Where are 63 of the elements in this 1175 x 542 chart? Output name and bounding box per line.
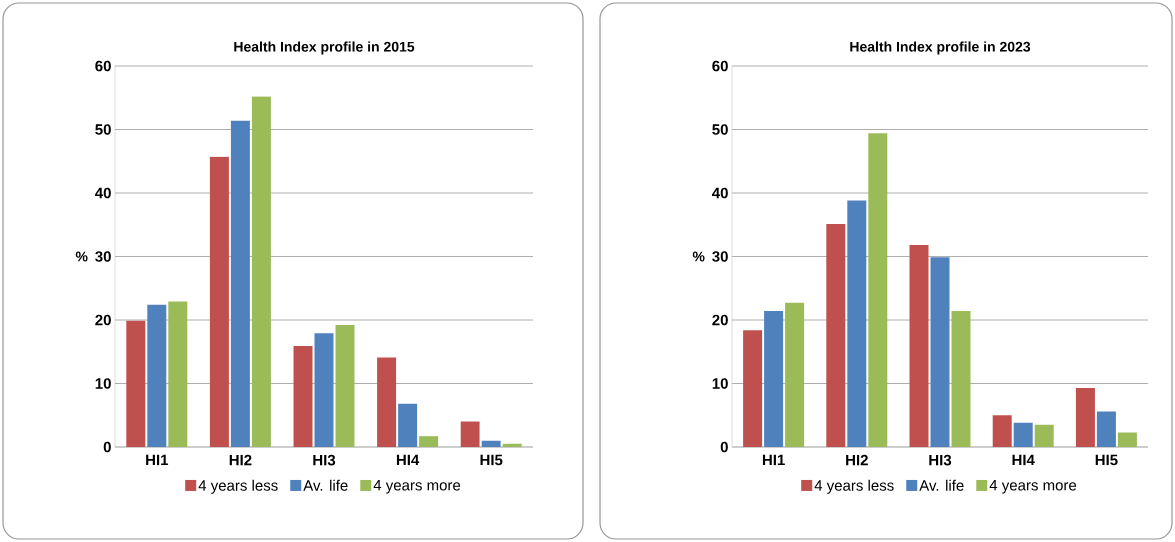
legend-label: 4 years more [989,480,1077,494]
y-tick-label: 50 [95,124,111,135]
bar [951,311,971,447]
x-tick-label: HI1 [146,454,169,466]
y-tick-label: 30 [712,251,728,262]
bar [335,325,355,447]
y-tick-label: 40 [712,187,728,199]
x-tick-label: HI5 [1095,454,1118,466]
bar [126,320,146,447]
bar [1013,422,1033,447]
bar [147,304,167,447]
y-tick-label: 60 [712,60,728,72]
bar [230,120,250,447]
x-tick-label: HI3 [929,454,952,466]
y-tick-label: 50 [712,124,728,135]
bar [293,346,313,447]
bar [826,224,846,447]
legend-label: Av. life [303,479,348,491]
y-tick-label: 30 [95,251,111,262]
chart-title: Health Index profile in 2023 [850,41,1031,55]
x-tick-label: HI2 [846,454,868,466]
bar [909,245,929,447]
x-tick-label: HI4 [396,454,420,466]
bar [398,403,418,447]
legend-label: 4 years less [814,479,894,494]
bar [377,357,397,447]
y-tick-label: 0 [720,441,728,453]
y-tick-label: 0 [103,441,111,453]
bar [743,330,763,447]
bar [764,311,784,447]
bar [1075,387,1095,447]
y-tick-label: 20 [95,314,111,326]
y-tick-label: 60 [95,60,111,72]
y-tick-label: 20 [712,314,728,326]
bar [868,133,888,447]
x-tick-label: HI3 [313,454,336,466]
x-tick-label: HI4 [1012,454,1035,466]
bar [785,302,805,447]
bar [251,96,271,447]
bar [992,415,1012,447]
chart-title: Health Index profile in 2015 [234,41,415,55]
bar [168,301,188,447]
y-tick-label: 10 [712,378,728,389]
bar [1096,411,1116,447]
x-tick-label: HI1 [762,454,785,466]
bar [1117,432,1137,447]
legend-label: 4 years less [198,479,278,494]
bar [502,443,522,447]
bar [847,200,867,447]
y-axis-title: % [692,251,705,262]
y-tick-label: 10 [95,378,111,389]
y-tick-label: 40 [95,187,111,199]
legend-label: 4 years more [373,480,461,494]
y-axis-title: % [75,251,88,262]
bar [209,156,229,447]
bar [1034,424,1054,447]
bar [419,436,439,447]
bar [460,421,480,447]
bar [930,257,950,447]
x-tick-label: HI2 [229,454,252,466]
x-tick-label: HI5 [480,454,503,466]
legend-label: Av. life [919,479,964,491]
bar [314,333,334,447]
